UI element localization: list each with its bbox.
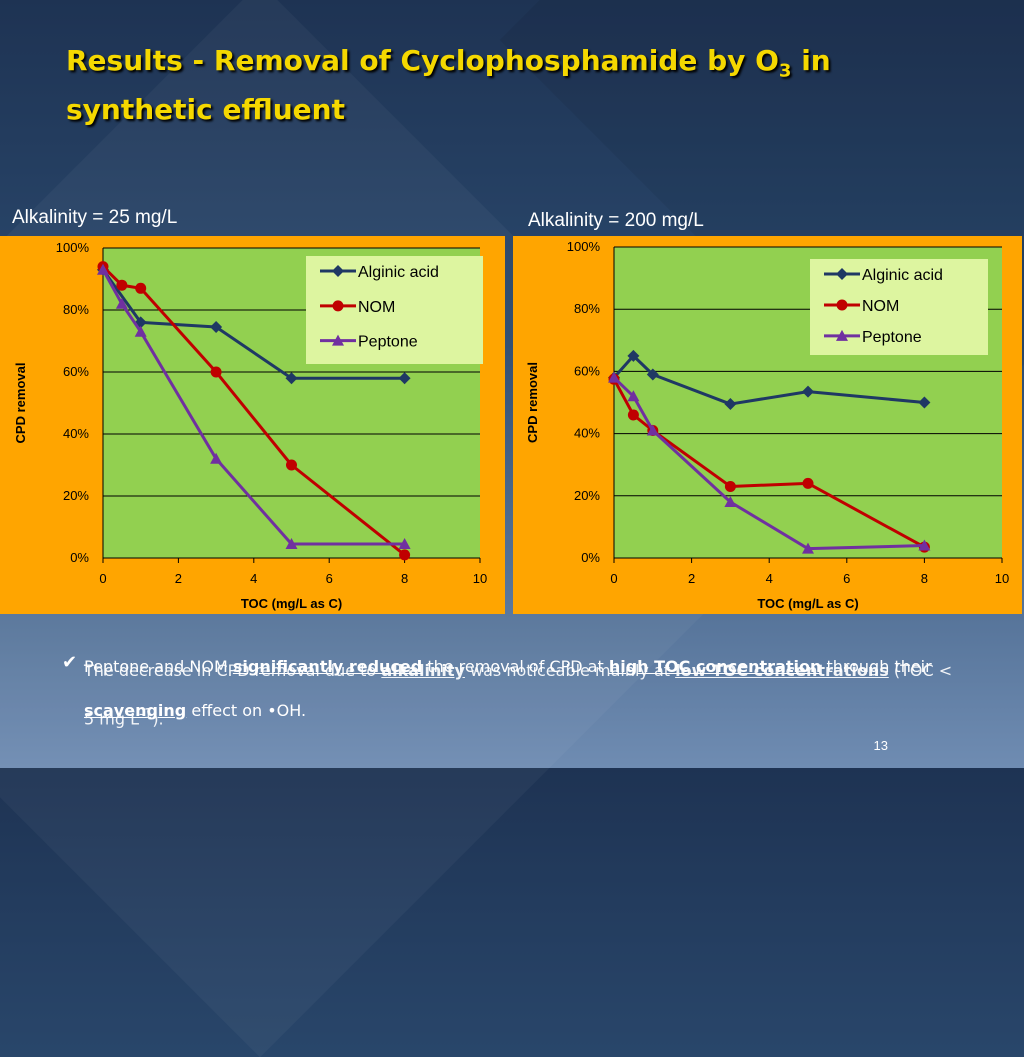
y-tick-label: 100%: [56, 240, 90, 255]
chart-panel-right: 0% 20% 40% 60% 80% 100% 0 2 4 6 8 10 TOC (mg/L as C)…: [513, 236, 1022, 614]
data-point: [802, 385, 814, 398]
data-point: [724, 480, 736, 492]
y-tick-label: 60%: [63, 364, 89, 379]
data-point: [399, 549, 411, 561]
data-point: [627, 390, 640, 402]
data-point: [210, 321, 223, 334]
legend-label: Alginic acid: [358, 264, 439, 281]
data-point: [115, 297, 128, 309]
x-tick-label: 6: [326, 571, 333, 586]
y-axis-title: CPD removal: [13, 363, 28, 444]
data-point: [918, 396, 931, 409]
legend-marker: [332, 265, 344, 277]
data-point: [918, 539, 931, 551]
y-tick-label: 100%: [567, 239, 601, 254]
x-tick-label: 0: [99, 571, 106, 586]
x-tick-label: 8: [401, 571, 408, 586]
series-line-nom: [612, 378, 926, 549]
data-point: [724, 398, 737, 411]
data-point: [97, 263, 109, 275]
legend-marker: [836, 329, 848, 341]
x-axis-title: TOC (mg/L as C): [241, 596, 342, 611]
x-tick-label: 4: [250, 571, 257, 586]
data-point: [210, 452, 223, 464]
series-line-peptone: [101, 268, 405, 546]
legend-marker: [836, 268, 848, 280]
x-tick-label: 2: [175, 571, 182, 586]
data-point: [646, 424, 659, 436]
data-point: [286, 459, 297, 471]
chart-panel-left: 0% 20% 40% 60% 80% 100% 0 2 4 6 8 10 TOC (mg/L as C)…: [0, 236, 505, 614]
data-point: [134, 325, 147, 337]
y-tick-label: 80%: [63, 302, 89, 317]
series-line-peptone: [612, 376, 925, 551]
y-tick-label: 0%: [70, 550, 89, 565]
chart-right: 0% 20% 40% 60% 80% 100% 0 2 4 6 8 10 TOC (mg/L as C)…: [525, 239, 1009, 611]
data-point: [398, 372, 411, 385]
y-tick-label: 40%: [574, 426, 600, 441]
y-axis-title: CPD removal: [525, 362, 540, 443]
data-point: [802, 542, 814, 554]
x-tick-label: 10: [473, 571, 487, 586]
x-tick-label: 10: [995, 571, 1009, 586]
data-point: [285, 372, 298, 385]
x-tick-label: 6: [843, 571, 850, 586]
x-tick-label: 8: [921, 571, 928, 586]
legend-label: Peptone: [862, 329, 922, 346]
series-line-alginic-acid: [612, 354, 925, 406]
data-point: [802, 477, 814, 489]
y-tick-label: 20%: [574, 488, 600, 503]
x-axis-title: TOC (mg/L as C): [757, 596, 858, 611]
chart-left: 0% 20% 40% 60% 80% 100% 0 2 4 6 8 10 TOC (mg/L as C)…: [13, 240, 487, 611]
legend-marker: [332, 300, 344, 312]
x-tick-label: 2: [688, 571, 695, 586]
legend-label: Alginic acid: [862, 267, 943, 284]
x-tick-label: 4: [766, 571, 773, 586]
x-tick-label: 0: [610, 571, 617, 586]
data-point: [608, 371, 620, 383]
legend-marker: [836, 299, 848, 311]
y-tick-label: 60%: [574, 363, 600, 378]
legend-label: Peptone: [358, 334, 418, 351]
slide-title: Results - Removal of Cyclophosphamide by…: [66, 44, 831, 126]
data-point: [285, 538, 298, 550]
data-point: [210, 366, 222, 378]
data-point: [398, 538, 411, 550]
y-tick-label: 0%: [581, 550, 600, 565]
data-point: [135, 282, 147, 294]
slide-number: 13: [873, 738, 888, 753]
body-text-alkalinity: The decrease in CPD removal due to alkal…: [84, 661, 953, 729]
checkmark-icon: ✔: [62, 652, 78, 672]
data-point: [724, 496, 737, 508]
data-point: [627, 349, 640, 362]
body-text-peptone: Peptone and NOM significantly reduced th…: [84, 657, 932, 720]
y-tick-label: 80%: [574, 301, 600, 316]
legend-marker: [332, 334, 344, 346]
data-point: [116, 279, 128, 291]
chart-label-left: Alkalinity = 25 mg/L: [12, 207, 178, 228]
data-point: [627, 409, 639, 421]
data-point: [646, 368, 659, 381]
y-tick-label: 40%: [63, 426, 89, 441]
y-tick-label: 20%: [63, 488, 89, 503]
legend-label: NOM: [358, 299, 395, 316]
legend-label: NOM: [862, 298, 899, 315]
chart-label-right: Alkalinity = 200 mg/L: [528, 210, 704, 231]
